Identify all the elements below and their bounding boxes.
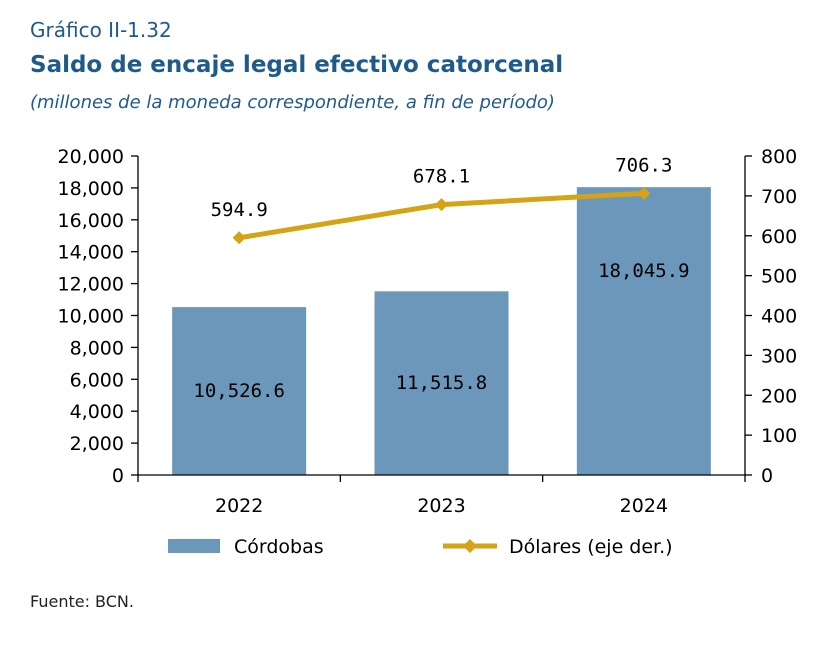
- chart-title: Saldo de encaje legal efectivo catorcena…: [30, 52, 564, 78]
- y-left-tick-label: 12,000: [58, 274, 124, 296]
- y-right-tick-label: 800: [761, 146, 797, 168]
- legend-marker-dolares: [463, 539, 477, 553]
- y-right-tick-label: 700: [761, 186, 797, 208]
- chart-subtitle: (millones de la moneda correspondiente, …: [30, 92, 555, 113]
- bar-data-label-2023: 11,515.8: [396, 372, 488, 394]
- y-left-tick-label: 10,000: [58, 306, 124, 328]
- y-left-tick-label: 2,000: [70, 433, 124, 455]
- legend-label-cordobas: Córdobas: [234, 536, 324, 558]
- bar-2024: [576, 187, 711, 475]
- chart-label: Gráfico II-1.32: [30, 18, 172, 42]
- x-tick-label-2022: 2022: [215, 495, 263, 517]
- line-data-label-2022: 594.9: [211, 199, 268, 221]
- y-left-tick-label: 6,000: [70, 369, 124, 391]
- bar-2022: [172, 307, 307, 475]
- y-left-tick-label: 20,000: [58, 146, 124, 168]
- y-right-tick-label: 600: [761, 226, 797, 248]
- source-note: Fuente: BCN.: [30, 592, 134, 611]
- y-left-tick-label: 16,000: [58, 210, 124, 232]
- y-right-tick-label: 100: [761, 425, 797, 447]
- y-right-tick-label: 300: [761, 345, 797, 367]
- legend-swatch-cordobas: [168, 539, 220, 553]
- legend-label-dolares: Dólares (eje der.): [509, 536, 673, 558]
- line-point-2024: [637, 186, 651, 200]
- x-tick-label-2024: 2024: [620, 495, 668, 517]
- line-point-2022: [232, 231, 246, 245]
- bar-data-label-2022: 10,526.6: [193, 380, 285, 402]
- y-left-tick-label: 4,000: [70, 401, 124, 423]
- x-tick-label-2023: 2023: [417, 495, 465, 517]
- y-right-tick-label: 0: [761, 465, 773, 487]
- y-right-tick-label: 400: [761, 306, 797, 328]
- chart: 0 2,000 4,000 6,000 8,000 10,000 12,000 14,000 1…: [58, 146, 798, 558]
- line-data-label-2023: 678.1: [413, 166, 470, 188]
- y-left-tick-label: 18,000: [58, 178, 124, 200]
- line-point-2023: [435, 198, 448, 212]
- y-right-tick-label: 500: [761, 266, 797, 288]
- y-left-tick-label: 8,000: [70, 337, 124, 359]
- y-left-tick-label: 14,000: [58, 242, 124, 264]
- y-left-tick-label: 0: [112, 465, 124, 487]
- line-data-label-2024: 706.3: [615, 154, 672, 176]
- y-right-tick-label: 200: [761, 385, 797, 407]
- bar-2023: [374, 291, 509, 475]
- bar-data-label-2024: 18,045.9: [598, 260, 690, 282]
